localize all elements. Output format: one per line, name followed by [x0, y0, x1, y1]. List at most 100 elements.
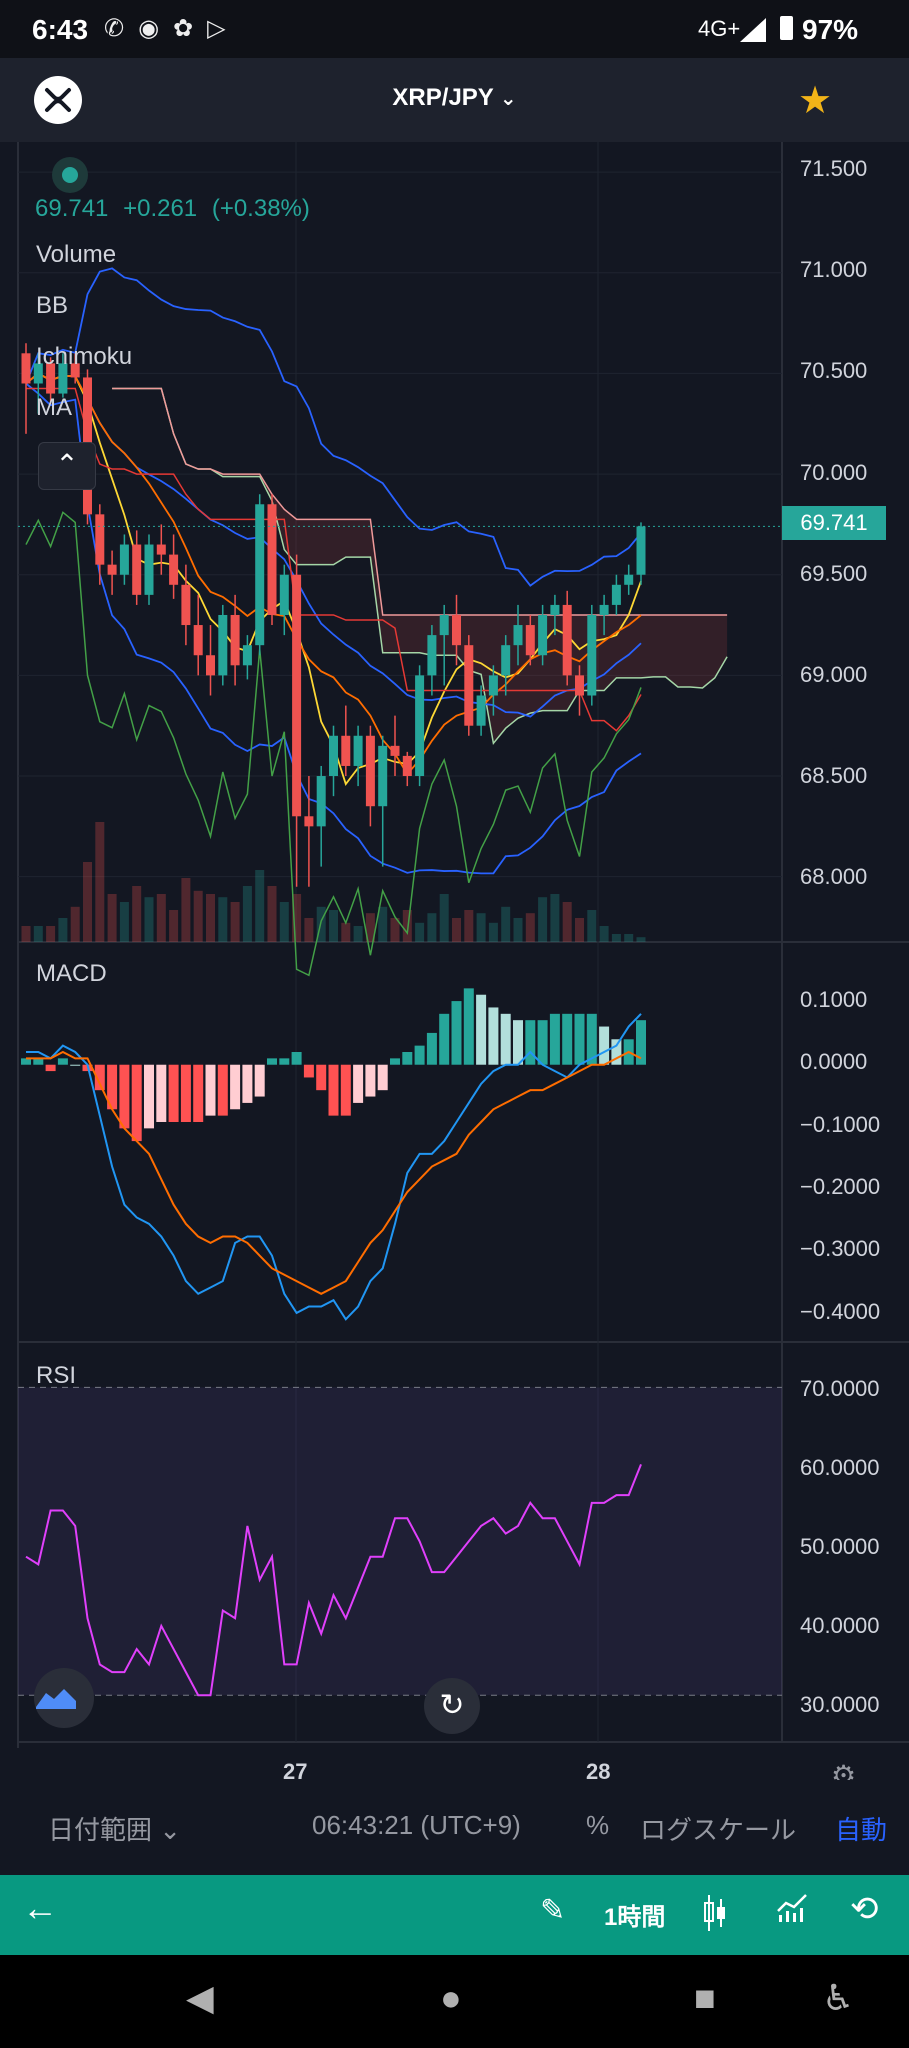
- volume-bar: [206, 894, 215, 942]
- macd-histogram-bar: [586, 1013, 597, 1065]
- nav-back-icon[interactable]: ◀: [186, 1977, 214, 2018]
- rsi-tick: 50.0000: [800, 1534, 880, 1559]
- chart-area[interactable]: 69.741 +0.261 (+0.38%) Volume BB Ichimok…: [0, 142, 909, 1791]
- indicator-ichimoku[interactable]: Ichimoku: [36, 343, 133, 370]
- macd-histogram-bar: [57, 1058, 68, 1065]
- back-arrow-icon[interactable]: ←: [22, 1887, 58, 1928]
- candle-body: [476, 695, 486, 726]
- macd-histogram-bar: [291, 1052, 302, 1065]
- star-icon[interactable]: ★: [798, 80, 833, 122]
- legend-change-pct: (+0.38%): [211, 195, 310, 222]
- macd-histogram-bar: [365, 1064, 376, 1097]
- candle-body: [144, 544, 154, 595]
- volume-bar: [611, 934, 621, 942]
- auto-scale-toggle[interactable]: 自動: [835, 1815, 888, 1845]
- macd-histogram-bar: [156, 1064, 167, 1122]
- macd-histogram-bar: [254, 1064, 265, 1097]
- macd-histogram-bar: [144, 1064, 154, 1129]
- system-nav-bar: ◀ ● ■ ♿: [0, 1955, 909, 2048]
- reset-view-button[interactable]: ↻: [424, 1678, 480, 1734]
- candle-body: [636, 526, 646, 575]
- candle-body: [181, 584, 191, 626]
- legend-change: +0.261: [123, 195, 198, 222]
- refresh-icon[interactable]: ↻: [439, 1689, 465, 1722]
- volume-bar: [46, 926, 56, 942]
- clock-readout[interactable]: 06:43:21 (UTC+9): [312, 1810, 521, 1840]
- accessibility-icon[interactable]: ♿: [822, 1977, 855, 2018]
- volume-bar: [292, 894, 302, 942]
- macd-histogram-bar: [94, 1064, 105, 1091]
- volume-bar: [144, 897, 154, 942]
- rotate-screen-icon[interactable]: ⟲: [850, 1890, 879, 1928]
- nav-home-icon[interactable]: ●: [440, 1977, 462, 2018]
- volume-bar: [329, 910, 338, 942]
- log-scale-toggle[interactable]: ログスケール: [640, 1815, 797, 1845]
- candlestick-icon[interactable]: [702, 1893, 728, 1941]
- macd-histogram-bar: [180, 1064, 191, 1122]
- macd-histogram-bar: [377, 1064, 388, 1091]
- candle-body: [119, 544, 129, 575]
- indicator-bb[interactable]: BB: [36, 292, 69, 319]
- macd-histogram-bar: [414, 1045, 425, 1065]
- legend-price: 69.741: [35, 195, 109, 222]
- candle-body: [341, 735, 351, 766]
- candle-body: [304, 816, 314, 827]
- chevron-down-icon[interactable]: ⌄: [499, 88, 517, 110]
- drawing-pencil-icon[interactable]: ✎: [540, 1894, 566, 1927]
- date-range-label[interactable]: 日付範囲: [48, 1815, 153, 1845]
- time-tick: 28: [586, 1759, 611, 1784]
- macd-histogram-bar: [439, 1013, 450, 1065]
- rsi-tick: 30.0000: [800, 1692, 880, 1717]
- current-price-tag: 69.741: [782, 506, 886, 540]
- macd-histogram-bar: [45, 1064, 56, 1072]
- symbol-selector[interactable]: XRP/JPY ⌄: [0, 84, 909, 112]
- volume-bar: [218, 897, 228, 942]
- candle-body: [378, 745, 388, 807]
- volume-bar: [21, 926, 31, 942]
- macd-histogram-bar: [599, 1026, 610, 1065]
- rsi-label[interactable]: RSI: [36, 1362, 77, 1389]
- macd-histogram-bar: [205, 1064, 216, 1116]
- rsi-line: [25, 1463, 642, 1697]
- macd-histogram-bar: [193, 1064, 204, 1122]
- chart-canvas[interactable]: [0, 142, 909, 1748]
- percent-scale-toggle[interactable]: %: [586, 1810, 610, 1840]
- candle-body: [525, 625, 535, 656]
- volume-bar: [316, 906, 326, 942]
- indicators-glyph-icon[interactable]: [776, 1893, 810, 1923]
- chart-toolbar: 日付範囲 ⌄ 06:43:21 (UTC+9) % ログスケール 自動: [0, 1780, 909, 1870]
- interval-button[interactable]: 1時間: [604, 1904, 666, 1931]
- bollinger-lower: [25, 382, 642, 875]
- macd-histogram-bar: [21, 1058, 31, 1065]
- chart-style-button[interactable]: [34, 1668, 94, 1728]
- price-tick: 69.500: [800, 561, 868, 586]
- candle-body: [33, 363, 43, 384]
- macd-histogram-bar: [131, 1064, 142, 1142]
- volume-bar: [562, 902, 572, 942]
- xrp-mark-icon: [45, 88, 71, 112]
- candle-body: [329, 735, 338, 777]
- volume-bar: [267, 886, 277, 942]
- macd-label[interactable]: MACD: [36, 960, 107, 987]
- date-range-button[interactable]: 日付範囲 ⌄: [48, 1815, 182, 1845]
- indicators-icon[interactable]: [776, 1893, 810, 1931]
- nav-recents-icon[interactable]: ■: [694, 1977, 716, 2018]
- macd-histogram-bar: [353, 1064, 364, 1103]
- xrp-logo-icon[interactable]: [34, 76, 82, 124]
- symbol-name[interactable]: XRP/JPY: [392, 84, 494, 111]
- indicator-volume[interactable]: Volume: [36, 241, 117, 268]
- macd-tick: 0.1000: [800, 987, 868, 1012]
- volume-bar: [119, 902, 129, 942]
- area-chart-icon[interactable]: [34, 1685, 78, 1711]
- collapse-legend-button[interactable]: ⌃: [38, 442, 96, 490]
- chevron-up-icon[interactable]: ⌃: [55, 449, 79, 480]
- volume-bar: [83, 862, 92, 942]
- ma-fast: [25, 372, 642, 786]
- candle-body: [132, 544, 142, 595]
- signal-icon: [740, 18, 766, 42]
- ichimoku-lagging-span: [25, 511, 642, 977]
- macd-histogram-bar: [562, 1013, 573, 1065]
- macd-histogram-bar: [119, 1064, 130, 1129]
- indicator-ma[interactable]: MA: [36, 394, 72, 421]
- candle-glyph-icon[interactable]: [702, 1893, 728, 1933]
